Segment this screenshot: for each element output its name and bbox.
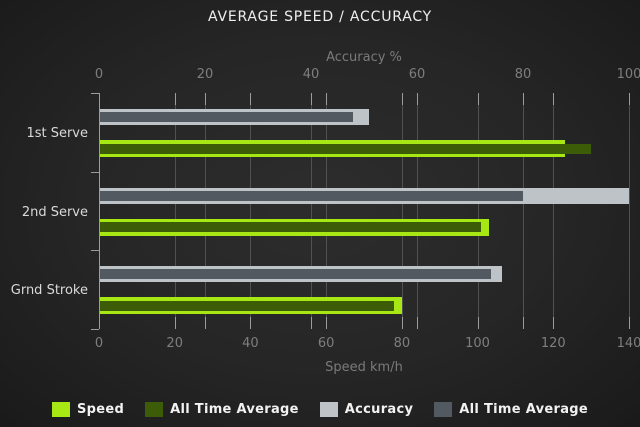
category-boundary-tick	[91, 250, 99, 252]
axis-tick	[205, 317, 206, 329]
axis-tick	[553, 93, 555, 105]
gridline	[629, 93, 630, 329]
gridline	[417, 93, 418, 329]
bottom-tick-label: 0	[94, 336, 104, 351]
bar-accuracy-average	[99, 190, 523, 201]
bottom-tick-label: 20	[166, 336, 183, 351]
legend-item-label: All Time Average	[170, 401, 299, 417]
gridline	[174, 93, 176, 329]
bar-accuracy-average	[99, 269, 492, 280]
bar-speed-average	[99, 143, 592, 154]
bar-accuracy-average	[99, 112, 354, 122]
axis-tick	[174, 93, 176, 105]
axis-tick	[174, 317, 176, 329]
top-axis-title: Accuracy %	[326, 50, 402, 65]
bottom-tick-label: 80	[393, 336, 411, 351]
axis-tick	[311, 317, 312, 329]
y-axis-line	[99, 93, 100, 329]
axis-tick	[417, 93, 418, 105]
gridline	[250, 93, 252, 329]
bottom-tick-label: 40	[242, 336, 259, 351]
legend-swatch	[434, 401, 453, 417]
axis-tick	[553, 317, 555, 329]
axis-tick	[205, 93, 206, 105]
chart-title: AVERAGE SPEED / ACCURACY	[207, 9, 433, 25]
gridline	[205, 93, 206, 329]
bar-speed-average	[99, 300, 395, 311]
category-boundary-tick	[91, 171, 99, 173]
legend-item[interactable]: Accuracy	[319, 401, 414, 417]
top-tick-label: 60	[408, 67, 426, 82]
gridline	[477, 93, 479, 329]
category-label: 1st Serve	[26, 126, 88, 141]
top-tick-label: 40	[302, 67, 320, 82]
legend-swatch	[51, 401, 70, 417]
axis-tick	[250, 317, 252, 329]
legend-item-label: Speed	[76, 401, 125, 417]
bottom-axis-title: Speed km/h	[325, 360, 403, 375]
gridline	[401, 93, 403, 329]
bottom-tick-label: 140	[616, 336, 640, 351]
axis-tick	[250, 93, 252, 105]
top-tick-label: 20	[196, 67, 214, 82]
legend-swatch	[319, 401, 338, 417]
gridline	[326, 93, 328, 329]
axis-tick	[477, 93, 479, 105]
legend-item[interactable]: All Time Average	[145, 401, 299, 417]
axis-tick	[311, 93, 312, 105]
bottom-tick-label: 60	[317, 336, 335, 351]
axis-tick	[401, 93, 403, 105]
top-tick-label: 0	[94, 67, 104, 82]
top-tick-label: 80	[514, 67, 532, 82]
axis-tick	[401, 317, 403, 329]
legend-item[interactable]: All Time Average	[434, 401, 589, 417]
gridline	[553, 93, 555, 329]
category-label: 2nd Serve	[21, 204, 88, 220]
axis-tick	[523, 93, 524, 105]
axis-tick	[417, 317, 418, 329]
axis-tick	[326, 93, 328, 105]
legend-swatch	[145, 401, 164, 417]
axis-tick	[326, 317, 328, 329]
legend-item-label: Accuracy	[344, 401, 414, 417]
gridline	[311, 93, 312, 329]
top-tick-label: 100	[616, 67, 640, 82]
category-label: Grnd Stroke	[10, 283, 88, 299]
legend-item-label: All Time Average	[459, 401, 589, 417]
legend-item[interactable]: Speed	[51, 401, 125, 417]
axis-tick	[477, 317, 479, 329]
bottom-tick-label: 120	[540, 336, 566, 351]
category-boundary-tick	[91, 93, 99, 94]
bottom-tick-label: 100	[465, 336, 490, 351]
chart-legend: Speed All Time Average Accuracy All Time Av…	[0, 399, 640, 419]
category-boundary-tick	[91, 329, 99, 330]
bar-speed-average	[99, 222, 482, 233]
axis-tick	[629, 93, 630, 105]
axis-tick	[523, 317, 524, 329]
gridline	[523, 93, 524, 329]
axis-tick	[629, 317, 630, 329]
